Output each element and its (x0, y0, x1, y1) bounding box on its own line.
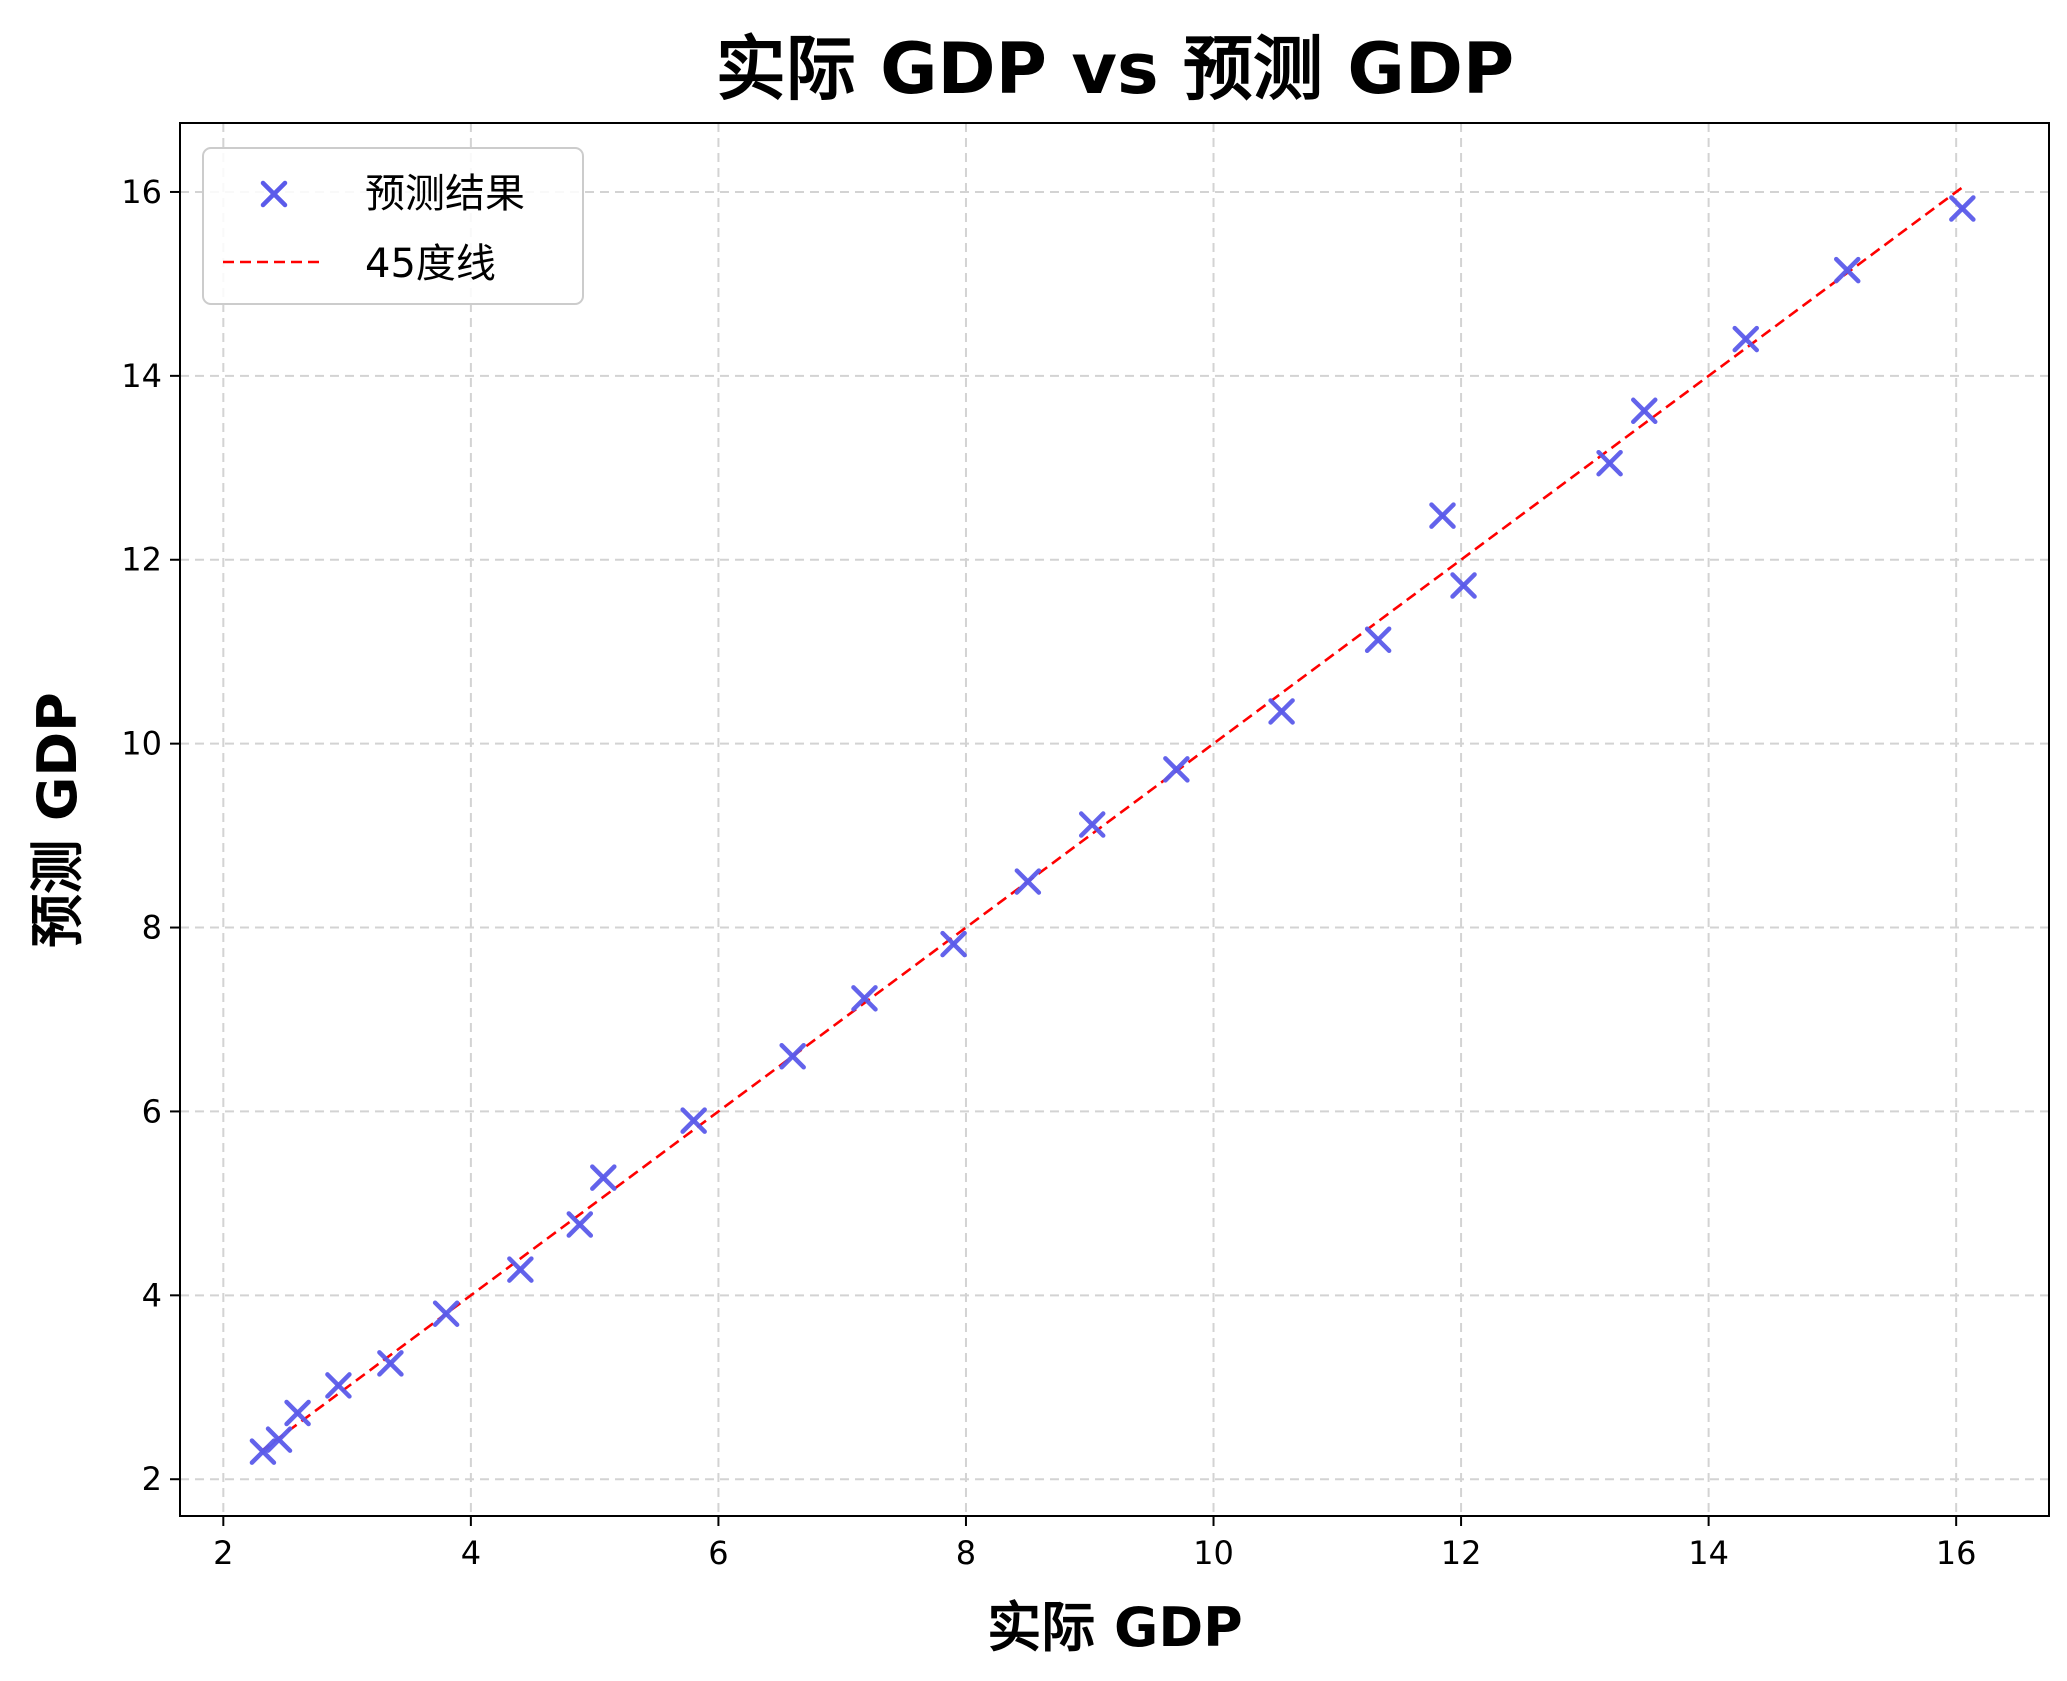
diagonal-45-line (259, 186, 1964, 1453)
scatter-point (940, 930, 967, 958)
scatter-point (1631, 397, 1658, 425)
scatter-point (851, 985, 878, 1012)
legend: 预测结果 45度线 (202, 147, 584, 305)
scatter-point (1732, 325, 1760, 353)
scatter-point (1364, 626, 1392, 653)
y-tick-label: 6 (142, 1092, 162, 1130)
legend-marker-icon (260, 180, 288, 208)
scatter-point (1014, 868, 1042, 895)
scatter-point (377, 1350, 404, 1377)
y-tick-label: 10 (121, 725, 162, 763)
y-tick-label: 2 (142, 1460, 162, 1498)
y-tick-label: 4 (142, 1276, 162, 1314)
scatter-point (1268, 698, 1295, 725)
scatter-point (265, 1426, 293, 1453)
plot-frame (179, 122, 2050, 1517)
scatter-point (1596, 449, 1623, 477)
scatter-point (432, 1300, 460, 1327)
scatter-point (284, 1399, 311, 1427)
legend-box (202, 147, 584, 305)
x-axis-label: 实际 GDP (987, 1596, 1243, 1659)
legend-label-diagonal: 45度线 (365, 241, 496, 287)
x-tick-label: 2 (213, 1534, 233, 1572)
legend-label-predictions: 预测结果 (365, 171, 525, 217)
x-tick-label: 10 (1193, 1534, 1234, 1572)
scatter-point (507, 1256, 534, 1283)
x-tick-label: 4 (461, 1534, 481, 1572)
scatter-point (779, 1043, 806, 1070)
scatter-points (249, 195, 1976, 1465)
y-tick-label: 8 (142, 909, 162, 947)
scatter-point (1163, 756, 1190, 783)
scatter-point (1078, 811, 1106, 838)
chart-title: 实际 GDP vs 预测 GDP (716, 28, 1515, 110)
y-tick-label: 16 (121, 173, 162, 211)
x-tick-label: 8 (956, 1534, 976, 1572)
x-tick-label: 6 (708, 1534, 728, 1572)
axis-ticks: 2 4 6 8 10 12 14 16 2 4 6 8 10 12 14 16 (121, 173, 1976, 1572)
scatter-point (590, 1164, 617, 1191)
y-tick-label: 14 (121, 357, 162, 395)
scatter-point (1949, 195, 1976, 222)
x-tick-label: 12 (1441, 1534, 1482, 1572)
scatter-point (680, 1107, 707, 1134)
grid (180, 123, 2049, 1516)
scatter-point (566, 1211, 594, 1238)
y-tick-label: 12 (121, 541, 162, 579)
scatter-point (1450, 572, 1477, 599)
scatter-point (1833, 256, 1861, 284)
y-axis-label: 预测 GDP (26, 692, 89, 948)
scatter-point (1429, 502, 1456, 529)
x-tick-label: 16 (1936, 1534, 1977, 1572)
x-tick-label: 14 (1688, 1534, 1729, 1572)
scatter-point (249, 1438, 277, 1465)
scatter-point (325, 1372, 352, 1399)
